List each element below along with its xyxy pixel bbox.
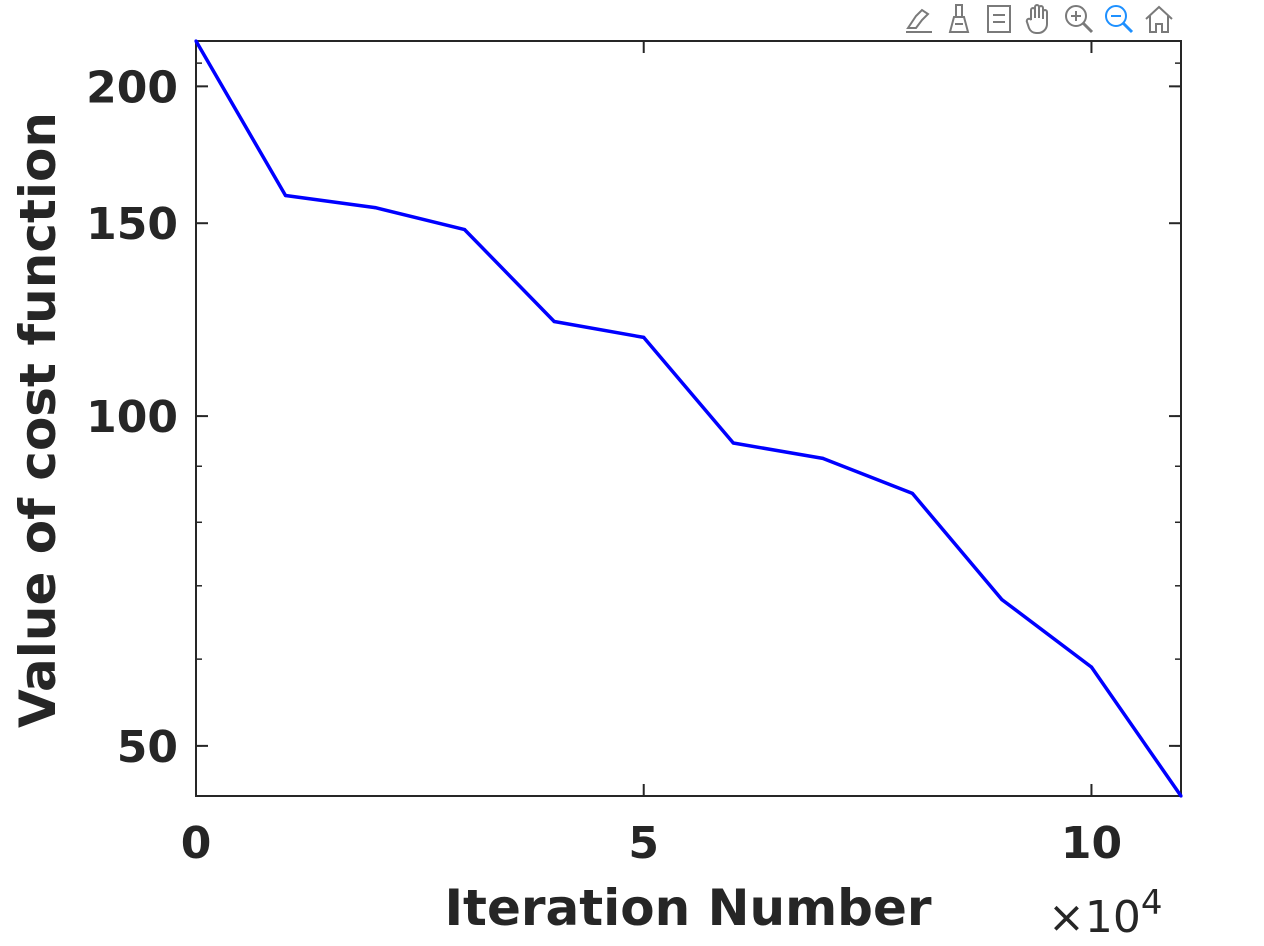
pan-button[interactable] [1020,0,1058,38]
y-tick-label: 100 [86,392,178,443]
zoom-out-button[interactable] [1100,0,1138,38]
legend-button[interactable] [980,0,1018,38]
data-point [463,227,467,232]
data-point [821,456,825,460]
legend-icon [987,5,1011,33]
zoom-in-button[interactable] [1060,0,1098,38]
x-tick-label: 0 [181,818,212,869]
x-axis-label: Iteration Number [444,879,931,937]
zoom-out-icon [1105,5,1134,34]
x-tick-label: 10 [1061,818,1122,869]
data-tips-icon [906,8,932,33]
data-point [194,39,198,43]
y-tick-label: 200 [86,62,178,113]
data-point [642,335,646,339]
home-icon [1145,5,1173,33]
brush-button[interactable] [940,0,978,38]
y-axis-label: Value of cost function [9,112,67,728]
y-tick-label: 50 [117,722,178,773]
zoom-in-icon [1065,5,1094,34]
data-point [373,206,377,210]
x-exponent-base: ×10 [1048,892,1141,943]
series-line [194,40,1183,797]
x-tick-label: 5 [628,818,659,869]
data-point [1179,794,1183,798]
data-point [1000,597,1004,602]
pan-hand-icon [1025,4,1048,34]
data-point [731,441,735,445]
data-point [1089,665,1094,669]
data-tips-button[interactable] [900,0,938,38]
axes-toolbar [900,0,1178,40]
x-exponent-label: ×104 [1048,883,1163,943]
brush-icon [948,4,970,33]
data-point [552,319,556,324]
data-point [910,491,914,496]
plot-box [195,40,1182,797]
y-tick-label: 150 [86,199,178,250]
data-point [283,193,288,198]
x-exponent-power: 4 [1141,883,1163,923]
home-button[interactable] [1140,0,1178,38]
